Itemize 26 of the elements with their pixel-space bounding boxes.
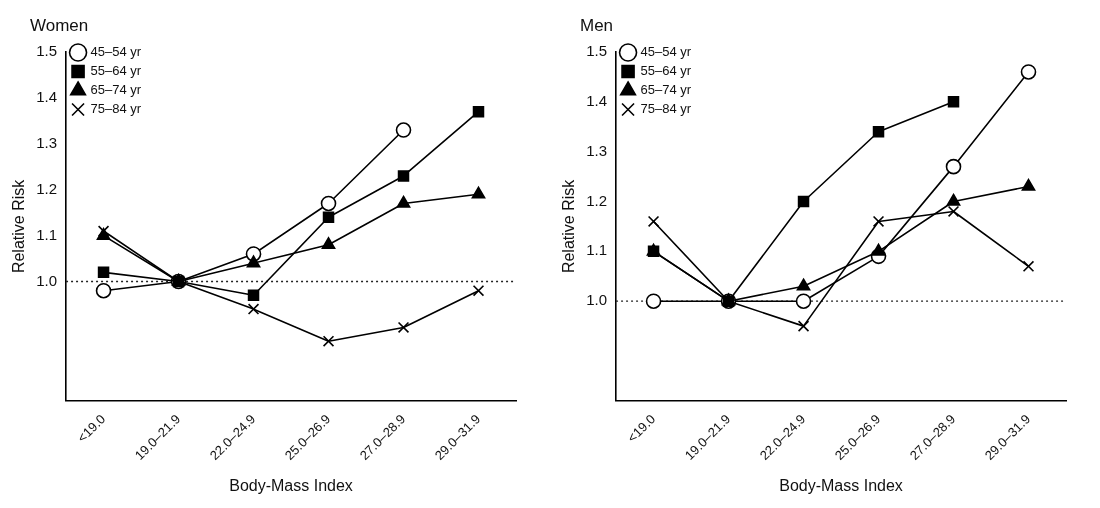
y-tick-label: 1.4 [586,91,608,109]
chart-title: Men [580,16,614,36]
legend-label: 55–64 yr [640,63,692,79]
y-tick-label: 1.3 [586,141,608,159]
y-axis-title: Relative Risk [560,178,578,274]
x-axis-title: Body-Mass Index [779,476,903,494]
y-tick-label: 1.5 [36,42,58,60]
y-tick-label: 1.1 [36,225,58,243]
y-tick-label: 1.4 [36,88,58,106]
legend-label: 45–54 yr [90,44,142,60]
y-tick-label: 1.2 [586,191,608,209]
chart-title: Women [30,16,89,36]
legend-label: 55–64 yr [90,63,142,79]
y-axis-title: Relative Risk [10,178,28,274]
legend-label: 65–74 yr [90,82,142,98]
legend-label: 75–84 yr [90,101,142,117]
legend-label: 75–84 yr [640,101,692,117]
y-tick-label: 1.1 [586,241,608,259]
legend-label: 65–74 yr [640,82,692,98]
y-tick-label: 1.3 [36,133,58,151]
y-tick-label: 1.0 [36,271,58,289]
y-tick-label: 1.2 [36,179,58,197]
x-axis-title: Body-Mass Index [229,476,353,494]
legend-label: 45–54 yr [640,44,692,60]
y-tick-label: 1.0 [586,291,608,309]
y-tick-label: 1.5 [586,42,608,60]
